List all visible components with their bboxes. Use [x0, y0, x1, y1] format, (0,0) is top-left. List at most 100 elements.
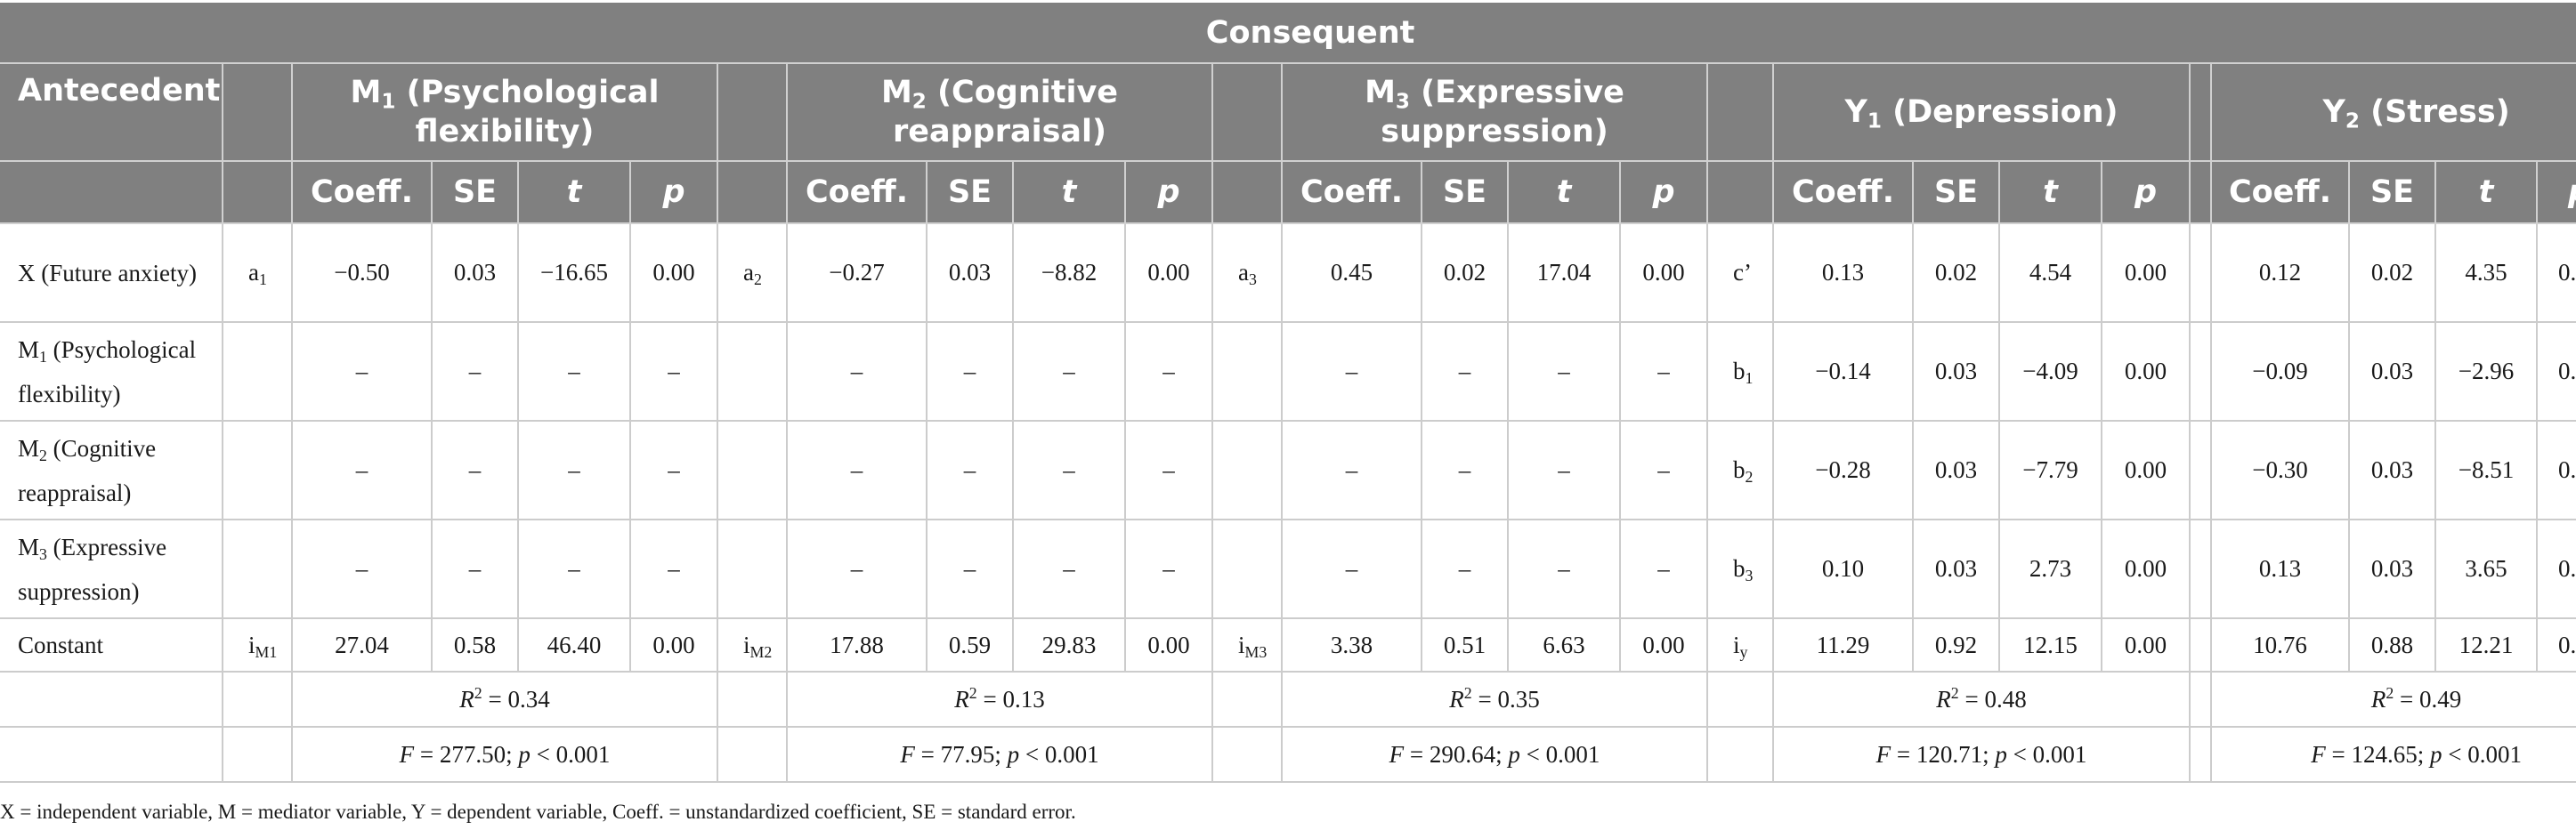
value-cell: 0.00 [1620, 618, 1708, 673]
f-label: F [1389, 740, 1405, 768]
value-cell: 0.12 [2211, 223, 2350, 323]
group-label: M1 (Psychological flexibility) [351, 75, 660, 149]
value: 0.03 [2370, 358, 2414, 384]
value-cell: – [518, 520, 631, 619]
f-value: 124.65 [2351, 740, 2418, 768]
stat-header-t: t [1999, 161, 2102, 224]
f-stat-cell: F = 290.64; p < 0.001 [1282, 727, 1708, 783]
value-cell: 4.54 [1999, 223, 2102, 323]
path-blank [2190, 672, 2212, 728]
value-cell: −0.28 [1773, 421, 1914, 520]
path-cell: iM2 [717, 618, 788, 673]
antecedent-label: M2 (Cognitive reappraisal) [18, 435, 156, 506]
path-blank [717, 672, 788, 728]
value-cell: 0.00 [630, 618, 718, 673]
value-cell: −0.27 [787, 223, 928, 323]
value: 0.03 [948, 259, 992, 286]
stat-label-se: SE [1933, 174, 1979, 210]
value-cell: – [630, 520, 718, 619]
value-cell: – [292, 520, 433, 619]
consequent-label: Consequent [1205, 14, 1415, 51]
path-sub: M1 [255, 642, 278, 661]
value: 0.88 [2370, 631, 2414, 658]
value: 0.00 [1642, 259, 1685, 286]
value-cell: −16.65 [518, 223, 631, 323]
value: 4.54 [2029, 259, 2072, 286]
f-label: F [2311, 740, 2326, 768]
path-cell: iy [1707, 618, 1774, 673]
value-cell: −7.79 [1999, 421, 2102, 520]
eq-label: = [1891, 740, 1916, 768]
path-stats-blank [1707, 161, 1774, 224]
path-cell [2190, 421, 2212, 520]
value: 3.38 [1330, 631, 1373, 658]
value-cell: – [432, 520, 519, 619]
antecedent-label-sym: Constant [18, 632, 104, 658]
path-label: b [1733, 358, 1746, 384]
value: 0.03 [2370, 456, 2414, 483]
stat-label-se: SE [1442, 174, 1487, 210]
value-cell: – [432, 322, 519, 422]
value: 0.02 [2370, 259, 2414, 286]
r-squared-value: 0.49 [2419, 685, 2462, 713]
value-cell: 0.00 [2102, 223, 2191, 323]
value-cell: 0.00 [2537, 322, 2576, 422]
value-cell: – [518, 322, 631, 422]
value: 0.00 [2557, 456, 2576, 483]
group-label-text: (Psychological flexibility) [395, 75, 660, 149]
stat-header-t: t [1508, 161, 1621, 224]
stat-label-coeff: Coeff. [2228, 174, 2332, 210]
value: – [1558, 555, 1570, 582]
antecedent-cell: M2 (Cognitive reappraisal) [0, 421, 223, 520]
antecedent-blank [0, 727, 223, 783]
path-stats-blank [2190, 161, 2212, 224]
stat-label-coeff: Coeff. [310, 174, 414, 210]
value-cell: – [787, 520, 928, 619]
value: −0.50 [334, 259, 390, 286]
stat-label-p: p [662, 174, 685, 210]
path-blank [223, 672, 293, 728]
path-label: i [743, 631, 750, 658]
value-cell: – [1620, 421, 1708, 520]
value-cell: 0.00 [2102, 421, 2191, 520]
value-cell: – [432, 421, 519, 520]
path-cell: c’ [1707, 223, 1774, 323]
value: – [355, 456, 369, 483]
value-cell: – [1125, 520, 1213, 619]
antecedent-label-text: (Psychological flexibility) [18, 335, 197, 407]
path-blank [717, 727, 788, 783]
path-cell [2190, 520, 2212, 619]
path-blank [1707, 727, 1774, 783]
value-cell: −0.50 [292, 223, 433, 323]
value-cell: 0.03 [2349, 322, 2436, 422]
value: 0.13 [2258, 555, 2302, 582]
p-value: < 0.001 [536, 740, 611, 768]
path-stats-blank [223, 161, 293, 224]
value-cell: 0.10 [1773, 520, 1914, 619]
path-label: b [1733, 555, 1746, 582]
value-cell: −0.09 [2211, 322, 2350, 422]
value-cell: 0.13 [1773, 223, 1914, 323]
sep2-label [1019, 741, 1025, 768]
value-cell: – [1282, 520, 1422, 619]
value-cell: 0.92 [1913, 618, 2000, 673]
sep2-label [2007, 741, 2013, 768]
value: 12.21 [2459, 631, 2514, 658]
path-stats-blank [1212, 161, 1283, 224]
antecedent-label-text: (Future anxiety) [35, 259, 197, 286]
value: 0.00 [2124, 456, 2167, 483]
value-cell: – [1013, 322, 1126, 422]
stat-header-se: SE [432, 161, 519, 224]
r-squared-cell: R2 = 0.35 [1282, 672, 1708, 728]
f-label: F [1875, 740, 1891, 768]
value-cell: −0.14 [1773, 322, 1914, 422]
value: 0.00 [652, 631, 695, 658]
table-row: Constant iM1 27.04 0.58 46.40 0.00 iM2 17.88 0.5… [0, 618, 2576, 673]
value: 0.00 [2557, 358, 2576, 384]
value-cell: 12.21 [2435, 618, 2538, 673]
value-cell: – [1013, 520, 1126, 619]
antecedent-label-sub: 3 [39, 544, 47, 563]
sep2-label [531, 741, 537, 768]
value: 12.15 [2023, 631, 2078, 658]
r-label: R [1449, 685, 1464, 713]
